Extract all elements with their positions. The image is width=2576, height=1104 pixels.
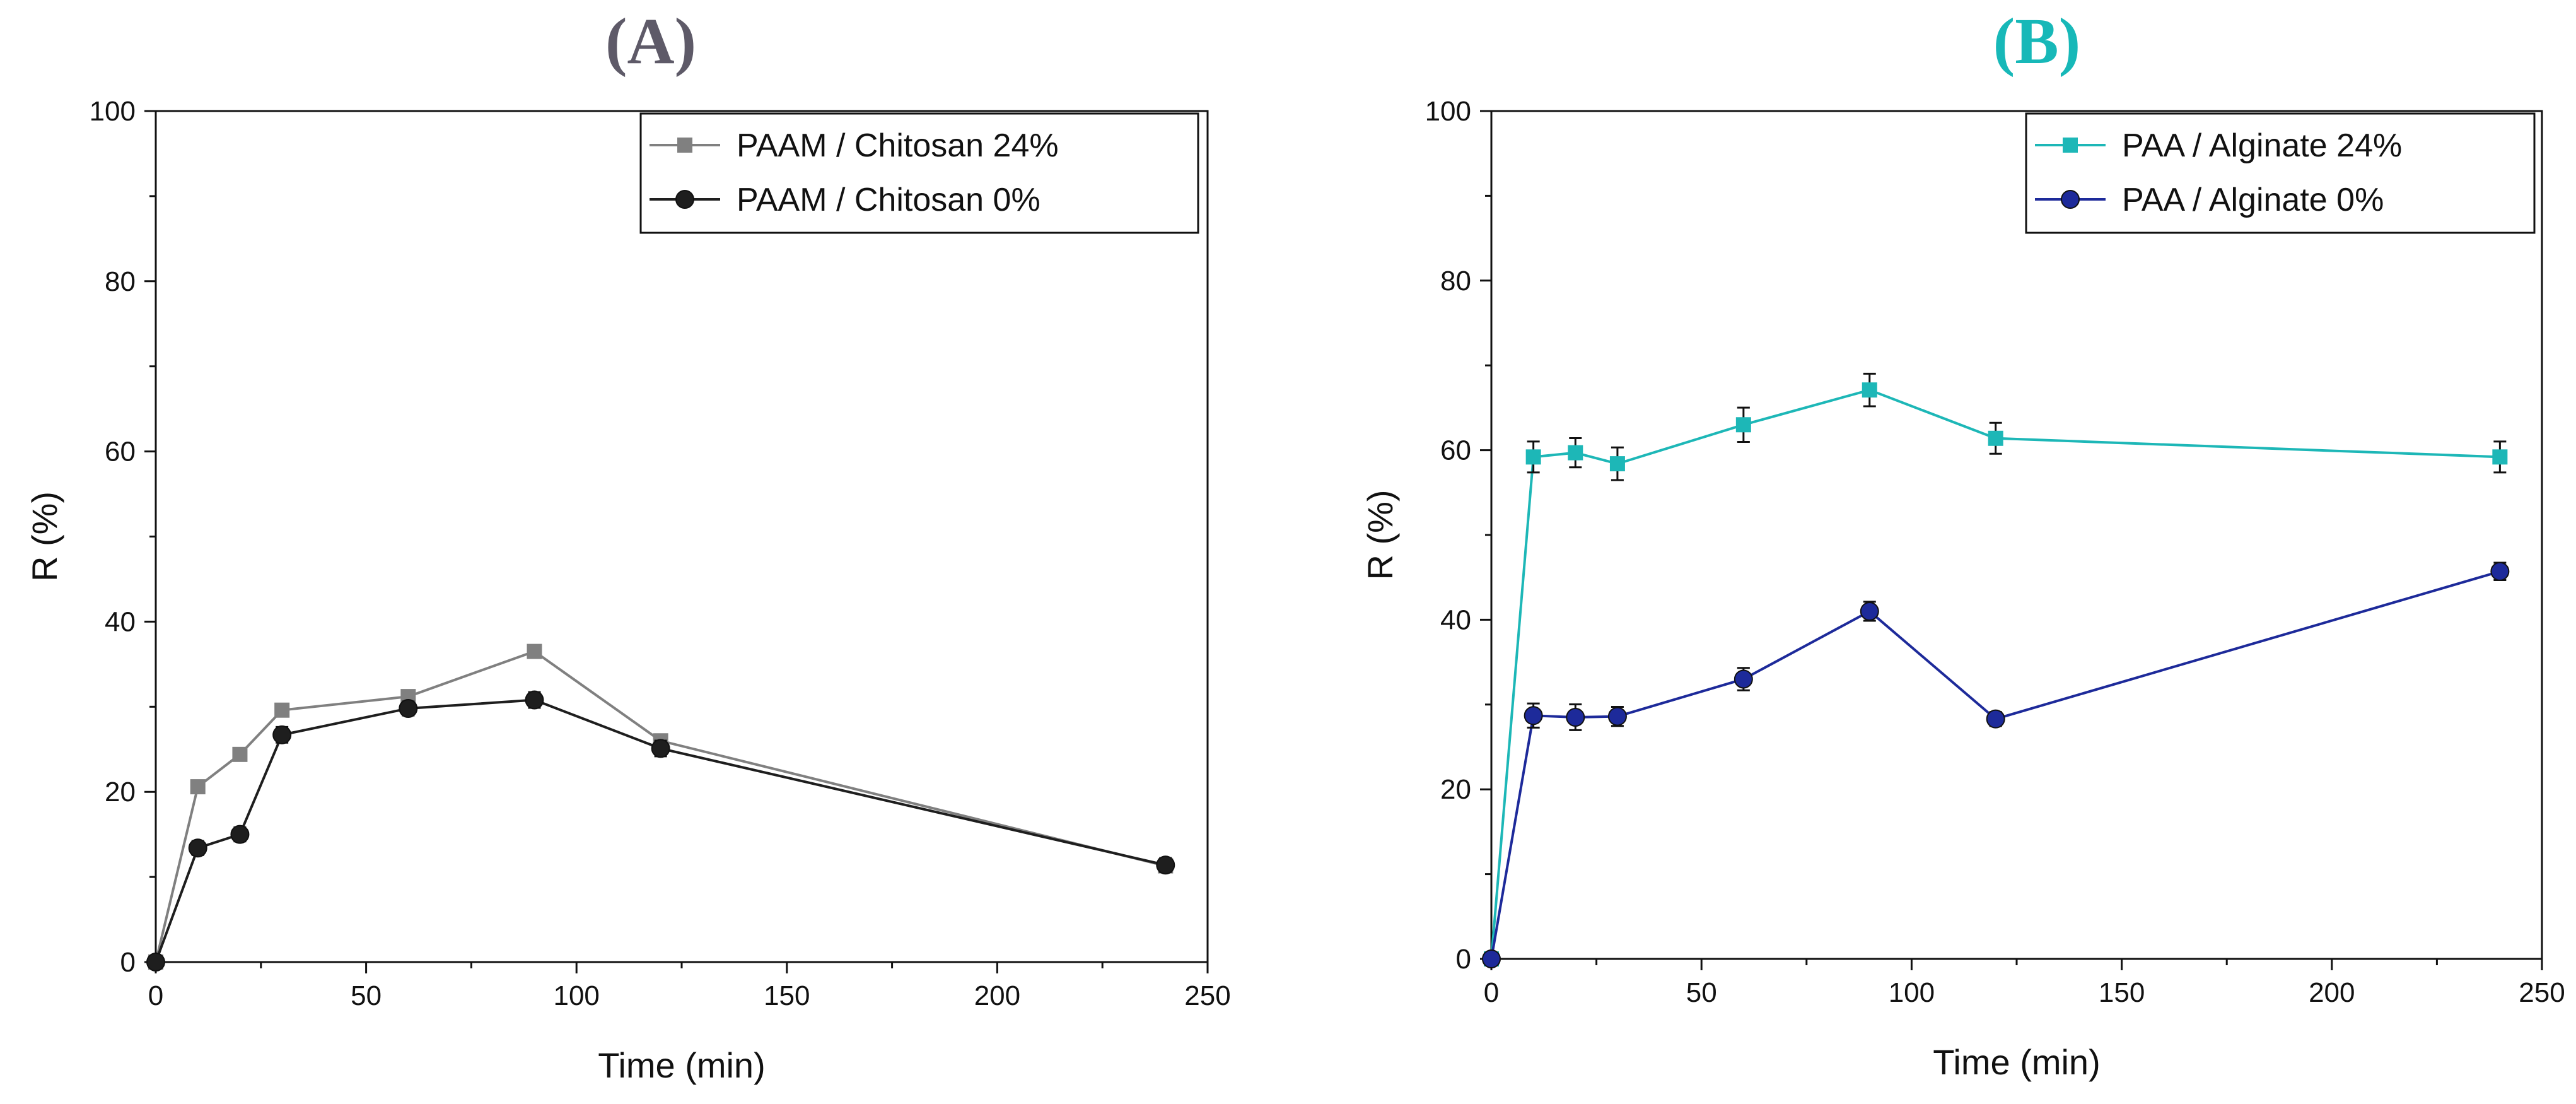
chart-panel-a: (A) 0 50 100 150 200 250 0 20 40 60 80 100 Time (min)… <box>25 5 1231 1085</box>
y-tick-label: 80 <box>1440 266 1471 297</box>
x-tick-label: 150 <box>2099 977 2145 1008</box>
y-tick-label: 100 <box>90 96 136 127</box>
y-tick-label: 100 <box>1425 96 1471 127</box>
x-tick-label: 0 <box>148 980 163 1011</box>
x-tick-label: 0 <box>1484 977 1499 1008</box>
data-point <box>2490 561 2510 581</box>
data-point <box>1988 430 2003 446</box>
legend-marker <box>2061 190 2080 209</box>
data-point <box>230 825 250 844</box>
series-2 <box>146 690 1175 972</box>
data-point <box>232 746 248 762</box>
data-point <box>525 690 544 710</box>
x-tick-label: 50 <box>1686 977 1717 1008</box>
series-line <box>1490 389 2500 960</box>
legend-marker <box>2063 138 2078 153</box>
y-tick-label: 20 <box>105 777 136 807</box>
data-point <box>1860 601 1879 621</box>
data-point <box>1734 669 1753 689</box>
data-point <box>399 698 418 718</box>
panel-title: (B) <box>1993 5 2081 78</box>
x-tick-label: 200 <box>974 980 1020 1011</box>
x-tick-label: 100 <box>1889 977 1935 1008</box>
series-1 <box>1484 372 2508 966</box>
data-point <box>1156 855 1175 875</box>
plot-frame <box>1490 110 2543 960</box>
y-tick-label: 0 <box>120 947 136 978</box>
legend: PAAM / Chitosan 24% PAAM / Chitosan 0% <box>639 112 1199 234</box>
y-tick-label: 20 <box>1440 774 1471 805</box>
legend-box <box>639 112 1199 234</box>
data-point <box>1607 707 1627 726</box>
data-point <box>1568 445 1583 461</box>
y-axis-title: R (%) <box>1360 490 1400 580</box>
data-point <box>1735 417 1751 433</box>
plot-frame <box>154 110 1209 963</box>
data-point <box>527 643 542 659</box>
x-tick-label: 50 <box>351 980 382 1011</box>
data-point <box>1609 456 1625 472</box>
x-tick-label: 250 <box>2519 977 2565 1008</box>
x-axis-title: Time (min) <box>598 1045 765 1085</box>
data-point <box>1482 949 1501 968</box>
data-point <box>272 725 292 744</box>
y-tick-label: 60 <box>1440 435 1471 466</box>
y-tick-label: 40 <box>105 606 136 637</box>
x-tick-label: 150 <box>764 980 810 1011</box>
y-tick-label: 60 <box>105 437 136 467</box>
legend-label: PAA / Alginate 24% <box>2122 127 2402 164</box>
series-line <box>154 650 1166 963</box>
legend-marker <box>677 138 692 153</box>
data-point <box>1986 709 2005 729</box>
y-tick-label: 40 <box>1440 604 1471 635</box>
data-point <box>1524 706 1543 725</box>
data-point <box>274 702 290 718</box>
legend-marker <box>675 190 694 209</box>
x-axis-title: Time (min) <box>1933 1042 2100 1082</box>
data-point <box>1525 449 1541 465</box>
series-2 <box>1482 561 2510 968</box>
series-1 <box>148 643 1174 970</box>
legend-label: PAA / Alginate 0% <box>2122 182 2384 218</box>
data-point <box>190 779 206 795</box>
data-point <box>1862 382 1877 398</box>
y-axis-title: R (%) <box>25 491 64 582</box>
series-line <box>1490 570 2500 960</box>
data-point <box>651 739 670 758</box>
x-tick-label: 200 <box>2309 977 2355 1008</box>
chart-panel-b: (B) 0 50 100 150 200 250 0 20 40 60 80 100 Time (min)… <box>1360 5 2565 1082</box>
legend-box <box>2025 112 2536 234</box>
legend: PAA / Alginate 24% PAA / Alginate 0% <box>2025 112 2536 234</box>
legend-label: PAAM / Chitosan 24% <box>737 127 1059 164</box>
data-point <box>1566 707 1585 727</box>
y-tick-label: 80 <box>105 266 136 297</box>
x-tick-label: 250 <box>1184 980 1230 1011</box>
data-point <box>188 838 207 858</box>
data-point <box>2492 449 2508 465</box>
y-tick-label: 0 <box>1456 944 1471 975</box>
data-point <box>146 953 165 972</box>
panel-title: (A) <box>605 5 696 78</box>
legend-label: PAAM / Chitosan 0% <box>737 182 1040 218</box>
x-tick-label: 100 <box>553 980 599 1011</box>
